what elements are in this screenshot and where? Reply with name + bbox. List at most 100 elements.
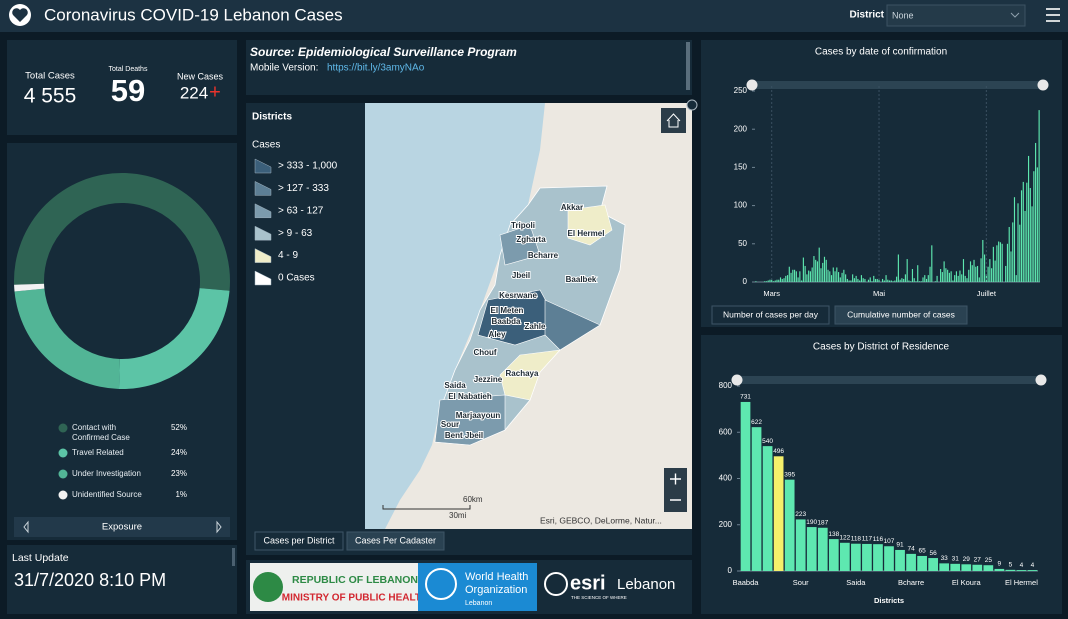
bar xyxy=(917,555,927,571)
bar xyxy=(955,271,958,282)
bar xyxy=(767,280,769,282)
bar xyxy=(994,568,1005,571)
map-tab[interactable] xyxy=(346,531,445,551)
source-text: Source: Epidemiological Surveillance Pro… xyxy=(250,45,517,59)
range-slider[interactable] xyxy=(737,376,1041,384)
bar xyxy=(945,268,947,282)
bar xyxy=(1024,210,1026,282)
slider-handle[interactable] xyxy=(1035,374,1047,386)
zoom-control[interactable] xyxy=(664,468,687,512)
value-label: 118 xyxy=(851,535,862,542)
slider-handle[interactable] xyxy=(1037,79,1049,91)
value-label: 4 xyxy=(1031,562,1035,569)
bar xyxy=(785,275,787,282)
last-update-panel xyxy=(7,545,237,614)
bar xyxy=(969,261,972,282)
bar xyxy=(964,275,966,282)
esri-tagline: THE SCIENCE OF WHERE xyxy=(571,595,627,600)
bar xyxy=(762,446,773,571)
bar xyxy=(924,275,926,282)
map-tab[interactable] xyxy=(254,531,344,551)
home-icon xyxy=(666,113,681,128)
bar xyxy=(925,278,928,282)
chart-tab[interactable] xyxy=(834,305,968,325)
value-label: 9 xyxy=(998,561,1002,568)
legend-text: Under Investigation xyxy=(72,469,141,478)
bar xyxy=(764,281,766,282)
district-label: El Hermel xyxy=(568,229,605,238)
bar xyxy=(769,279,771,282)
y-tick-label: 400 xyxy=(719,474,733,483)
slider-handle[interactable] xyxy=(746,79,758,91)
legend-swatch xyxy=(254,248,272,263)
bar xyxy=(853,278,855,282)
bar xyxy=(846,278,848,282)
bar xyxy=(873,275,875,282)
legend-swatch xyxy=(254,158,272,174)
value-label: 117 xyxy=(862,536,873,543)
bar xyxy=(848,280,850,282)
next-button[interactable] xyxy=(216,520,222,534)
bar xyxy=(820,268,822,282)
y-tick-label: 100 xyxy=(734,201,748,210)
legend-swatch xyxy=(254,225,272,241)
bar xyxy=(952,280,954,282)
home-button[interactable] xyxy=(661,108,686,133)
prev-button[interactable] xyxy=(23,520,29,534)
bar xyxy=(899,279,901,282)
slider-handle[interactable] xyxy=(731,374,743,386)
chart-tab-label[interactable]: Cumulative number of cases xyxy=(847,309,955,319)
value-label: 65 xyxy=(918,548,926,555)
bar xyxy=(940,269,942,282)
bar xyxy=(869,277,871,282)
legend-dot xyxy=(58,423,68,433)
bar xyxy=(832,267,834,282)
bar xyxy=(829,271,831,282)
bar xyxy=(860,275,863,282)
district-label: Baabda xyxy=(492,317,521,326)
expand-button[interactable] xyxy=(686,99,698,111)
bar xyxy=(980,258,982,282)
bar xyxy=(834,271,836,282)
bar xyxy=(792,269,794,282)
new-cases-label: New Cases xyxy=(177,71,224,81)
district-value[interactable]: None xyxy=(892,10,914,20)
y-tick-label: 250 xyxy=(734,86,748,95)
bar xyxy=(825,259,827,282)
bar xyxy=(954,275,956,282)
bar xyxy=(941,272,943,282)
bar xyxy=(906,259,908,282)
bar xyxy=(982,239,984,282)
bar xyxy=(972,564,983,571)
chart-tab-label[interactable]: Number of cases per day xyxy=(723,309,819,319)
value-label: 496 xyxy=(773,448,784,455)
map-tab-label[interactable]: Cases per District xyxy=(263,535,335,545)
zoom-icons xyxy=(670,473,681,501)
total-cases-label: Total Cases xyxy=(25,71,75,82)
source-panel xyxy=(246,40,692,95)
mobile-link[interactable]: https://bit.ly/3amyNAo xyxy=(327,63,425,74)
range-slider[interactable] xyxy=(752,81,1043,89)
bar xyxy=(959,270,961,282)
bar xyxy=(855,275,857,282)
who-logo-bg xyxy=(418,563,537,611)
x-tick-label: Mai xyxy=(873,289,885,298)
legend-label: > 127 - 333 xyxy=(278,183,329,194)
district-select[interactable] xyxy=(886,4,1026,27)
bar xyxy=(1036,167,1038,282)
bar xyxy=(934,281,936,282)
y-tick-label: 600 xyxy=(719,427,733,436)
moph-line2: MINISTRY OF PUBLIC HEALTH xyxy=(282,593,428,604)
bar xyxy=(897,254,899,282)
map-sea xyxy=(365,103,545,529)
menu-button[interactable] xyxy=(1046,8,1060,22)
map-tab-label[interactable]: Cases Per Cadaster xyxy=(355,535,436,545)
value-label: 27 xyxy=(974,556,982,563)
chart-tab[interactable] xyxy=(711,305,830,325)
bar xyxy=(920,281,922,282)
map-district xyxy=(499,349,561,401)
value-label: 107 xyxy=(884,538,895,545)
y-tick-label: 0 xyxy=(743,277,748,286)
scale-mi: 30mi xyxy=(449,511,467,520)
